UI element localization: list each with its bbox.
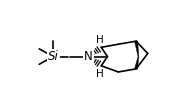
Text: H: H bbox=[96, 35, 104, 45]
Polygon shape bbox=[135, 41, 139, 57]
Polygon shape bbox=[135, 56, 139, 69]
Text: N: N bbox=[84, 50, 93, 63]
Text: Si: Si bbox=[48, 50, 59, 63]
Text: H: H bbox=[96, 69, 104, 79]
